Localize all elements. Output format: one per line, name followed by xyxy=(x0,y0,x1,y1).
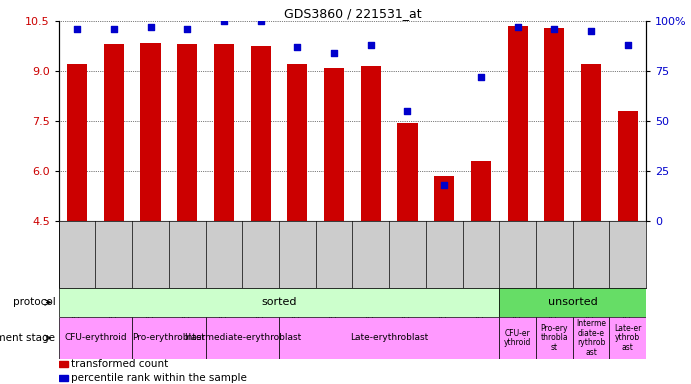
Bar xyxy=(507,26,528,221)
Text: transformed count: transformed count xyxy=(71,359,169,369)
Point xyxy=(439,182,450,188)
Bar xyxy=(545,28,565,221)
Point xyxy=(366,42,377,48)
Bar xyxy=(618,111,638,221)
Bar xyxy=(471,161,491,221)
Point xyxy=(292,44,303,50)
Text: Late-er
ythrob
ast: Late-er ythrob ast xyxy=(614,324,641,352)
Text: protocol: protocol xyxy=(12,297,55,308)
Point xyxy=(72,26,83,32)
Bar xyxy=(287,65,307,221)
Bar xyxy=(251,46,271,221)
Point xyxy=(402,108,413,114)
Point xyxy=(182,26,193,32)
Point xyxy=(145,24,156,30)
Bar xyxy=(214,45,234,221)
Bar xyxy=(59,288,499,317)
Bar xyxy=(59,361,68,367)
Bar xyxy=(140,43,160,221)
Bar xyxy=(581,65,601,221)
Text: percentile rank within the sample: percentile rank within the sample xyxy=(71,373,247,383)
Bar xyxy=(206,317,279,359)
Point xyxy=(255,18,266,24)
Point xyxy=(549,26,560,32)
Point xyxy=(512,24,523,30)
Text: Intermediate-erythroblast: Intermediate-erythroblast xyxy=(184,333,301,343)
Text: sorted: sorted xyxy=(261,297,296,308)
Bar xyxy=(536,317,573,359)
Point xyxy=(475,74,486,80)
Bar xyxy=(609,317,646,359)
Point xyxy=(108,26,120,32)
Bar xyxy=(324,68,344,221)
Title: GDS3860 / 221531_at: GDS3860 / 221531_at xyxy=(283,7,422,20)
Bar xyxy=(177,45,198,221)
Bar xyxy=(499,317,536,359)
Bar xyxy=(573,317,609,359)
Point xyxy=(218,18,229,24)
Text: CFU-er
ythroid: CFU-er ythroid xyxy=(504,329,531,347)
Bar xyxy=(67,65,87,221)
Bar xyxy=(59,375,68,381)
Bar xyxy=(499,288,646,317)
Bar xyxy=(397,122,417,221)
Text: unsorted: unsorted xyxy=(548,297,598,308)
Bar xyxy=(59,317,132,359)
Bar xyxy=(279,317,499,359)
Point xyxy=(622,42,633,48)
Text: Pro-ery
throbla
st: Pro-ery throbla st xyxy=(540,324,568,352)
Point xyxy=(585,28,596,34)
Text: Interme
diate-e
rythrob
ast: Interme diate-e rythrob ast xyxy=(576,319,606,357)
Point xyxy=(328,50,339,56)
Text: development stage: development stage xyxy=(0,333,55,343)
Text: CFU-erythroid: CFU-erythroid xyxy=(64,333,126,343)
Text: Pro-erythroblast: Pro-erythroblast xyxy=(133,333,205,343)
Bar xyxy=(132,317,206,359)
Text: Late-erythroblast: Late-erythroblast xyxy=(350,333,428,343)
Bar xyxy=(434,176,454,221)
Bar xyxy=(104,45,124,221)
Bar xyxy=(361,66,381,221)
